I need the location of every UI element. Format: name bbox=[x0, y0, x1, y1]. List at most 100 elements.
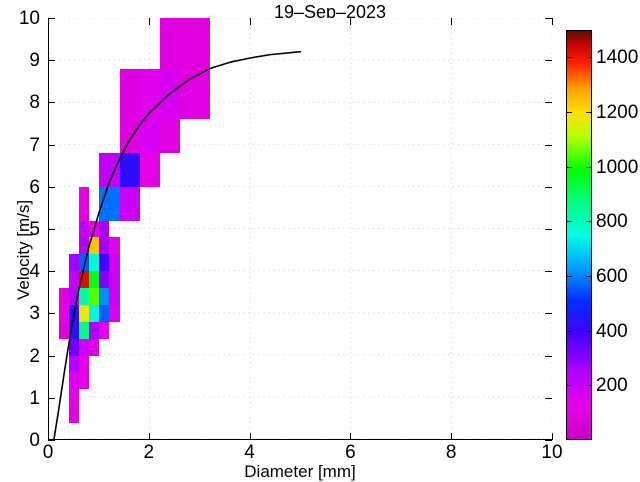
y-tick-right bbox=[545, 313, 552, 315]
colorbar-tick bbox=[566, 221, 572, 223]
y-tick-label: 7 bbox=[29, 134, 40, 156]
x-tick-label: 6 bbox=[345, 442, 356, 463]
y-tick-label: 3 bbox=[29, 303, 40, 325]
x-tick-top bbox=[249, 18, 251, 25]
y-tick bbox=[48, 271, 55, 273]
x-tick bbox=[552, 433, 553, 440]
y-tick-right bbox=[545, 397, 552, 399]
y-tick bbox=[48, 229, 55, 230]
histogram-cell bbox=[109, 271, 120, 289]
colorbar-tick-label: 800 bbox=[596, 211, 628, 233]
colorbar-tick-label: 200 bbox=[596, 375, 628, 397]
colorbar-tick-label: 400 bbox=[596, 320, 628, 342]
colorbar bbox=[566, 30, 592, 440]
x-tick-label: 0 bbox=[42, 442, 54, 463]
histogram-cell bbox=[69, 321, 80, 339]
y-tick bbox=[48, 313, 55, 315]
histogram-cell bbox=[159, 119, 181, 154]
x-tick bbox=[249, 433, 251, 440]
histogram-cell bbox=[89, 321, 100, 339]
colorbar-tick bbox=[586, 112, 592, 113]
x-tick bbox=[451, 433, 453, 440]
y-tick-right bbox=[545, 440, 552, 441]
x-tick-top bbox=[350, 18, 352, 25]
y-tick-right bbox=[545, 229, 552, 230]
histogram-cell bbox=[89, 338, 100, 356]
histogram-cell bbox=[119, 119, 140, 154]
colorbar-tick bbox=[566, 166, 572, 168]
histogram-cell bbox=[109, 288, 120, 305]
x-tick bbox=[350, 433, 352, 440]
y-tick bbox=[48, 355, 55, 357]
histogram-cell bbox=[180, 18, 211, 69]
histogram-cell bbox=[69, 389, 80, 407]
histogram-cell bbox=[79, 220, 90, 238]
histogram-cell bbox=[79, 355, 90, 373]
y-tick bbox=[48, 397, 55, 399]
x-tick-top bbox=[451, 18, 453, 25]
histogram-cell bbox=[89, 288, 100, 305]
y-tick-label: 6 bbox=[29, 176, 40, 198]
y-tick bbox=[48, 144, 55, 146]
histogram-cell bbox=[139, 68, 160, 120]
colorbar-tick-label: 600 bbox=[596, 266, 628, 287]
y-tick-right bbox=[545, 271, 552, 273]
colorbar-tick bbox=[586, 166, 592, 168]
x-tick-label: 8 bbox=[445, 442, 457, 463]
histogram-cell bbox=[89, 237, 100, 255]
histogram-cell bbox=[99, 271, 110, 289]
histogram-cell bbox=[59, 321, 70, 339]
histogram-cell bbox=[119, 68, 140, 120]
histogram-cell bbox=[99, 288, 110, 305]
colorbar-tick bbox=[586, 330, 592, 332]
colorbar-tick bbox=[566, 330, 572, 332]
colorbar-tick bbox=[586, 57, 592, 59]
y-tick bbox=[48, 60, 55, 62]
histogram-cell bbox=[109, 304, 120, 322]
terminal-velocity-curve bbox=[53, 50, 302, 439]
y-tick-label: 4 bbox=[29, 261, 40, 283]
histogram-cell bbox=[109, 254, 120, 272]
histogram-cell bbox=[79, 288, 90, 305]
x-tick-top bbox=[552, 18, 553, 25]
histogram-cell bbox=[59, 304, 70, 322]
colorbar-tick bbox=[566, 276, 572, 277]
histogram-cell bbox=[139, 153, 160, 187]
histogram-cell bbox=[69, 254, 80, 272]
histogram-cell bbox=[69, 271, 80, 289]
histogram-cell bbox=[99, 304, 110, 322]
x-tick bbox=[148, 433, 150, 440]
colorbar-tick bbox=[586, 276, 592, 277]
y-tick bbox=[48, 18, 55, 19]
histogram-cell bbox=[99, 254, 110, 272]
y-tick-right bbox=[545, 144, 552, 146]
x-axis-label: Diameter [mm] bbox=[244, 462, 356, 481]
histogram-cell bbox=[69, 372, 80, 390]
colorbar-tick bbox=[566, 112, 572, 113]
y-tick-right bbox=[545, 186, 552, 188]
y-tick-right bbox=[545, 355, 552, 357]
histogram-cell bbox=[89, 254, 100, 272]
y-tick-right bbox=[545, 102, 552, 104]
y-tick-label: 0 bbox=[29, 430, 40, 451]
y-tick bbox=[48, 102, 55, 104]
y-tick bbox=[48, 440, 55, 441]
histogram-cell bbox=[99, 220, 110, 238]
histogram-cell bbox=[99, 237, 110, 255]
histogram-cell bbox=[89, 271, 100, 289]
y-tick-label: 5 bbox=[29, 219, 40, 240]
y-tick bbox=[48, 186, 55, 188]
y-tick-label: 8 bbox=[29, 92, 40, 114]
colorbar-tick-label: 1400 bbox=[596, 47, 639, 69]
histogram-cell bbox=[89, 304, 100, 322]
y-tick-label: 10 bbox=[18, 8, 40, 29]
y-tick-label: 2 bbox=[29, 345, 40, 367]
colorbar-tick bbox=[586, 385, 592, 387]
y-axis-label: Velocity [m/s] bbox=[14, 199, 33, 300]
histogram-cell bbox=[79, 186, 90, 221]
y-tick-label: 1 bbox=[29, 387, 40, 409]
histogram-cell bbox=[79, 304, 90, 322]
histogram-cell bbox=[69, 406, 80, 424]
y-tick-right bbox=[545, 18, 552, 19]
histogram-cell bbox=[69, 338, 80, 356]
